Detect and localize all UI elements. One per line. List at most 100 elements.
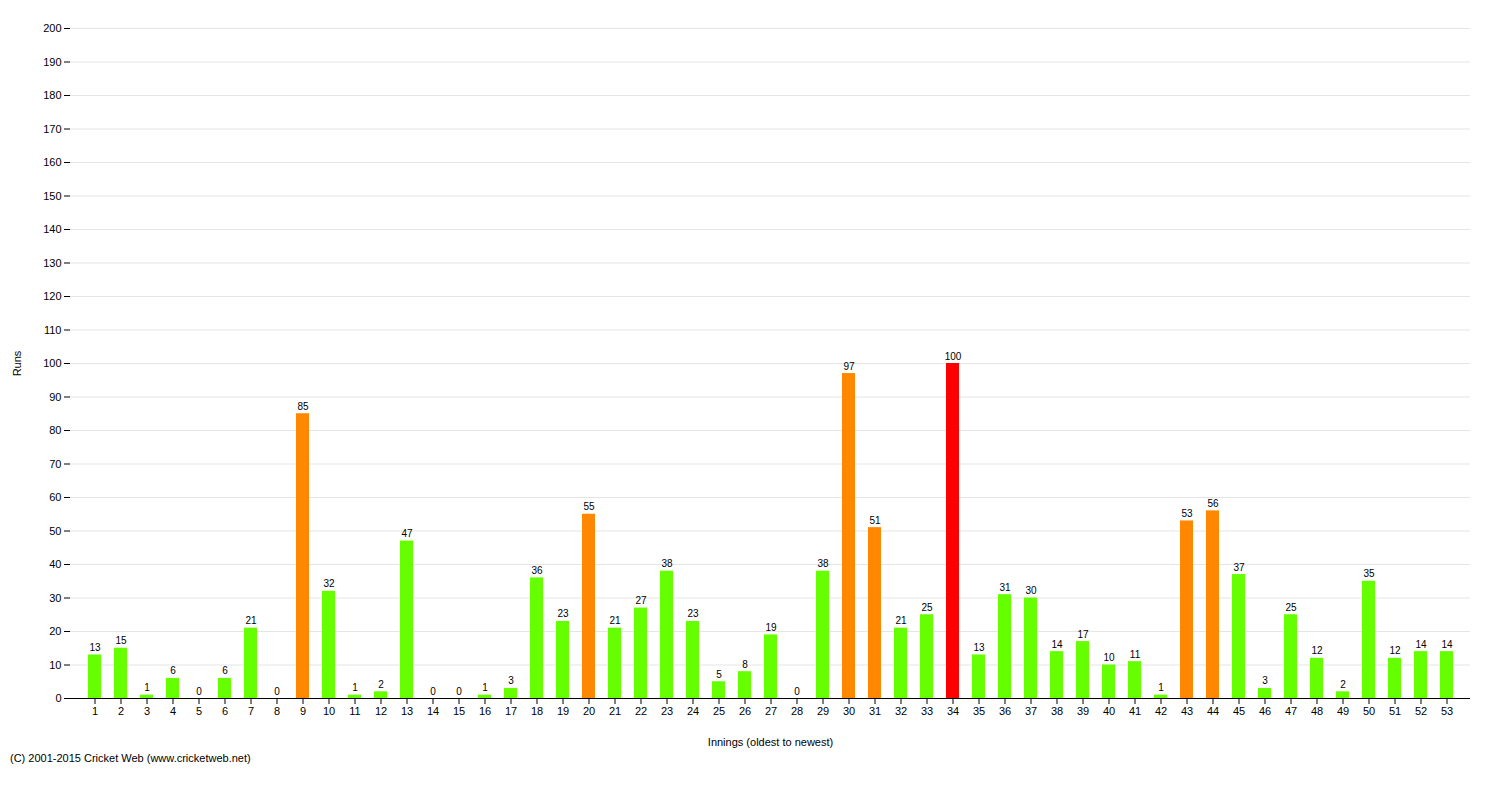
svg-text:25: 25 bbox=[921, 602, 933, 613]
svg-text:90: 90 bbox=[49, 391, 61, 403]
svg-text:18: 18 bbox=[531, 705, 543, 717]
svg-text:25: 25 bbox=[1285, 602, 1297, 613]
svg-text:50: 50 bbox=[1363, 705, 1375, 717]
svg-text:14: 14 bbox=[427, 705, 439, 717]
svg-text:24: 24 bbox=[687, 705, 699, 717]
svg-text:14: 14 bbox=[1415, 639, 1427, 650]
svg-text:49: 49 bbox=[1337, 705, 1349, 717]
svg-text:23: 23 bbox=[687, 608, 699, 619]
svg-text:47: 47 bbox=[1285, 705, 1297, 717]
svg-text:30: 30 bbox=[49, 592, 61, 604]
svg-text:6: 6 bbox=[170, 665, 176, 676]
svg-text:30: 30 bbox=[1025, 585, 1037, 596]
svg-text:53: 53 bbox=[1181, 508, 1193, 519]
svg-text:23: 23 bbox=[661, 705, 673, 717]
svg-text:19: 19 bbox=[765, 622, 777, 633]
svg-text:100: 100 bbox=[945, 351, 962, 362]
svg-text:20: 20 bbox=[583, 705, 595, 717]
svg-text:13: 13 bbox=[973, 642, 985, 653]
svg-text:0: 0 bbox=[794, 686, 800, 697]
svg-text:190: 190 bbox=[43, 56, 61, 68]
svg-text:2: 2 bbox=[1340, 679, 1346, 690]
svg-text:38: 38 bbox=[1051, 705, 1063, 717]
svg-text:48: 48 bbox=[1311, 705, 1323, 717]
svg-text:13: 13 bbox=[89, 642, 101, 653]
svg-text:35: 35 bbox=[973, 705, 985, 717]
svg-text:200: 200 bbox=[43, 22, 61, 34]
svg-text:12: 12 bbox=[375, 705, 387, 717]
svg-text:160: 160 bbox=[43, 156, 61, 168]
svg-text:21: 21 bbox=[245, 615, 257, 626]
svg-text:52: 52 bbox=[1415, 705, 1427, 717]
svg-text:15: 15 bbox=[115, 635, 127, 646]
svg-text:14: 14 bbox=[1441, 639, 1453, 650]
svg-text:2: 2 bbox=[118, 705, 124, 717]
svg-text:1: 1 bbox=[482, 682, 488, 693]
svg-text:26: 26 bbox=[739, 705, 751, 717]
svg-text:Runs: Runs bbox=[11, 350, 23, 376]
svg-text:27: 27 bbox=[635, 595, 647, 606]
svg-text:150: 150 bbox=[43, 190, 61, 202]
svg-text:38: 38 bbox=[661, 558, 673, 569]
svg-text:97: 97 bbox=[843, 361, 855, 372]
svg-text:17: 17 bbox=[505, 705, 517, 717]
svg-text:3: 3 bbox=[508, 675, 514, 686]
svg-text:21: 21 bbox=[895, 615, 907, 626]
svg-text:60: 60 bbox=[49, 491, 61, 503]
svg-text:6: 6 bbox=[222, 665, 228, 676]
svg-text:36: 36 bbox=[531, 565, 543, 576]
svg-text:34: 34 bbox=[947, 705, 959, 717]
svg-text:38: 38 bbox=[817, 558, 829, 569]
svg-text:70: 70 bbox=[49, 458, 61, 470]
svg-text:30: 30 bbox=[843, 705, 855, 717]
svg-text:12: 12 bbox=[1311, 645, 1323, 656]
svg-text:1: 1 bbox=[92, 705, 98, 717]
svg-text:56: 56 bbox=[1207, 498, 1219, 509]
svg-text:1: 1 bbox=[1158, 682, 1164, 693]
svg-text:39: 39 bbox=[1077, 705, 1089, 717]
svg-text:20: 20 bbox=[49, 625, 61, 637]
svg-text:1: 1 bbox=[144, 682, 150, 693]
svg-text:25: 25 bbox=[713, 705, 725, 717]
svg-text:80: 80 bbox=[49, 424, 61, 436]
svg-text:10: 10 bbox=[1103, 652, 1115, 663]
svg-text:0: 0 bbox=[456, 686, 462, 697]
svg-text:22: 22 bbox=[635, 705, 647, 717]
svg-text:10: 10 bbox=[323, 705, 335, 717]
svg-text:27: 27 bbox=[765, 705, 777, 717]
svg-text:9: 9 bbox=[300, 705, 306, 717]
svg-text:6: 6 bbox=[222, 705, 228, 717]
svg-text:5: 5 bbox=[196, 705, 202, 717]
svg-text:32: 32 bbox=[895, 705, 907, 717]
svg-text:31: 31 bbox=[999, 582, 1011, 593]
svg-text:8: 8 bbox=[742, 659, 748, 670]
svg-text:16: 16 bbox=[479, 705, 491, 717]
svg-text:50: 50 bbox=[49, 525, 61, 537]
svg-text:12: 12 bbox=[1389, 645, 1401, 656]
svg-text:2: 2 bbox=[378, 679, 384, 690]
svg-text:5: 5 bbox=[716, 669, 722, 680]
svg-text:44: 44 bbox=[1207, 705, 1219, 717]
svg-text:180: 180 bbox=[43, 89, 61, 101]
svg-text:41: 41 bbox=[1129, 705, 1141, 717]
svg-text:4: 4 bbox=[170, 705, 176, 717]
svg-text:13: 13 bbox=[401, 705, 413, 717]
svg-text:32: 32 bbox=[323, 578, 335, 589]
svg-text:40: 40 bbox=[49, 558, 61, 570]
svg-text:Innings (oldest to newest): Innings (oldest to newest) bbox=[708, 736, 833, 748]
svg-text:35: 35 bbox=[1363, 568, 1375, 579]
svg-text:21: 21 bbox=[609, 705, 621, 717]
svg-text:31: 31 bbox=[869, 705, 881, 717]
svg-text:0: 0 bbox=[196, 686, 202, 697]
svg-text:120: 120 bbox=[43, 290, 61, 302]
svg-text:1: 1 bbox=[352, 682, 358, 693]
svg-text:0: 0 bbox=[274, 686, 280, 697]
svg-text:47: 47 bbox=[401, 528, 413, 539]
svg-text:37: 37 bbox=[1025, 705, 1037, 717]
svg-text:17: 17 bbox=[1077, 629, 1089, 640]
svg-text:11: 11 bbox=[349, 705, 360, 717]
svg-text:130: 130 bbox=[43, 257, 61, 269]
svg-text:28: 28 bbox=[791, 705, 803, 717]
svg-text:7: 7 bbox=[248, 705, 254, 717]
svg-text:170: 170 bbox=[43, 123, 61, 135]
